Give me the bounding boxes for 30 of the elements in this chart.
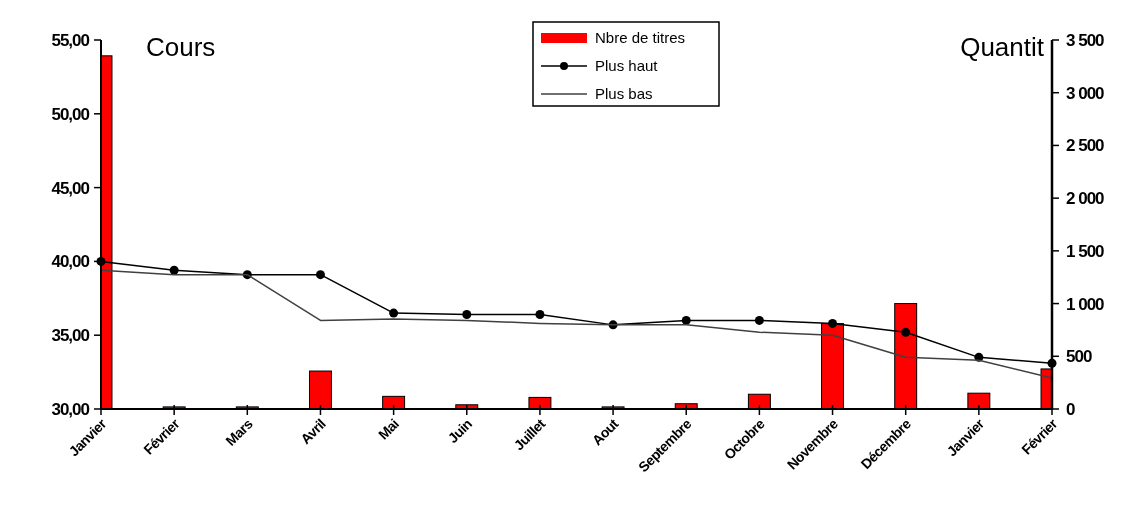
y2-tick-label: 2 500 (1066, 136, 1105, 156)
y2-tick-label: 1 500 (1066, 241, 1105, 261)
y-tick-label: 45,00 (51, 178, 90, 198)
point (681, 315, 691, 325)
y2-tick-label: 0 (1066, 399, 1075, 419)
y2-tick-label: 3 500 (1066, 30, 1105, 50)
point (315, 270, 325, 280)
y2-tick-label: 3 000 (1066, 83, 1105, 103)
point (169, 265, 179, 275)
point (828, 318, 838, 328)
y2-axis-title: Quantit (960, 32, 1045, 62)
legend-label: Plus bas (595, 85, 653, 103)
point (754, 315, 764, 325)
y2-tick-label: 500 (1066, 347, 1092, 367)
point (389, 308, 399, 318)
y-tick-label: 55,00 (51, 30, 90, 50)
y-axis-title: Cours (146, 32, 216, 62)
legend-label: Plus haut (595, 57, 659, 75)
y2-tick-label: 2 000 (1066, 189, 1105, 209)
y-tick-label: 35,00 (51, 326, 90, 346)
y-tick-label: 40,00 (51, 252, 90, 272)
point (462, 310, 472, 320)
point (535, 310, 545, 320)
y-tick-label: 50,00 (51, 104, 90, 124)
legend-label: Nbre de titres (595, 29, 686, 47)
y2-tick-label: 1 000 (1066, 294, 1105, 314)
y-tick-label: 30,00 (51, 399, 90, 419)
x-tick-label: Mai (374, 415, 402, 443)
point (901, 327, 911, 337)
x-tick-label: Juin (444, 415, 475, 447)
